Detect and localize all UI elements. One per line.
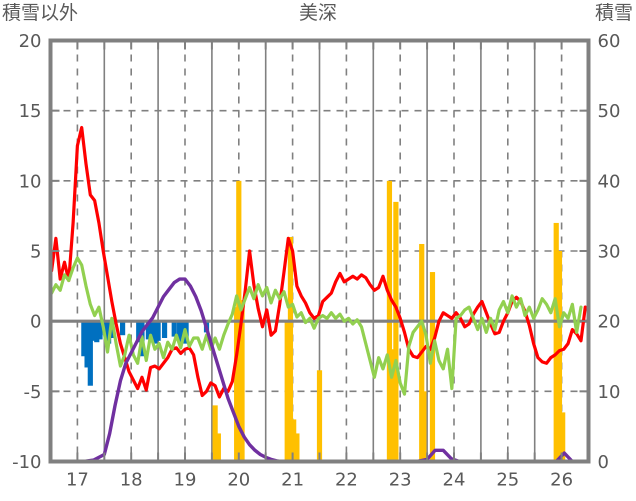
x-axis-tick-label: 22 (335, 470, 358, 491)
y-axis-tick-label: -10 (12, 452, 41, 473)
x-axis-tick-label: 20 (227, 470, 250, 491)
left-axis-unit-label: 積雪以外 (2, 2, 79, 24)
y2-axis-tick-label: 20 (598, 312, 621, 333)
y2-axis-tick-label: 40 (598, 171, 621, 192)
y-axis-tick-label: 0 (30, 312, 41, 333)
axis-tick-marks (50, 39, 589, 463)
page-title: 美深 (298, 2, 337, 24)
y2-axis-tick-label: 0 (598, 452, 609, 473)
x-axis-tick-label: 21 (281, 470, 304, 491)
x-axis-tick-label: 24 (443, 470, 466, 491)
right-axis-unit-label: 積雪 (594, 2, 633, 24)
line-series-group (49, 125, 587, 464)
y-axis-tick-label: 20 (19, 31, 42, 52)
y2-axis-tick-label: 30 (598, 242, 621, 263)
x-axis-tick-label: 25 (496, 470, 519, 491)
y2-axis-tick-label: 60 (598, 31, 621, 52)
x-axis-tick-label: 23 (389, 470, 412, 491)
y-axis-tick-label: 5 (30, 242, 41, 263)
x-axis-tick-label: 18 (120, 470, 143, 491)
x-axis-tick-label: 26 (550, 470, 573, 491)
y2-axis-tick-label: 50 (598, 101, 621, 122)
y-axis-tick-label: 10 (19, 171, 42, 192)
x-axis-tick-label: 17 (66, 470, 89, 491)
y2-axis-tick-label: 10 (598, 382, 621, 403)
y-axis-tick-label: -5 (24, 382, 42, 403)
y-axis-tick-label: 15 (19, 101, 42, 122)
x-axis-tick-label: 19 (174, 470, 197, 491)
